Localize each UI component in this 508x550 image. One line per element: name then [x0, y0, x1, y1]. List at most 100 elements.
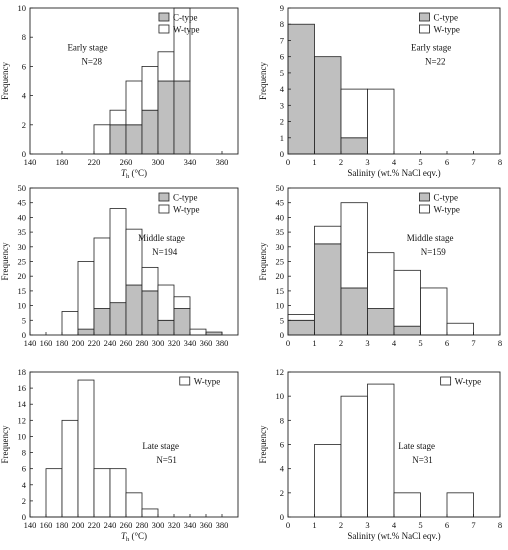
y-tick-label: 2 — [280, 117, 284, 127]
x-tick-label: 2 — [339, 338, 343, 348]
w-type-bar — [446, 322, 474, 336]
x-tick-label: 1 — [312, 338, 316, 348]
w-type-bar — [420, 287, 448, 336]
stage-annotation: Late stage — [398, 441, 435, 451]
count-annotation: N=194 — [152, 247, 178, 257]
c-type-bar — [367, 308, 395, 336]
x-tick-label: 0 — [286, 338, 290, 348]
c-type-bar — [109, 302, 127, 336]
y-tick-label: 0 — [280, 330, 284, 340]
w-type-bar — [45, 468, 63, 518]
x-tick-label: 5 — [418, 520, 422, 530]
x-tick-label: 140 — [24, 338, 37, 348]
w-type-bar — [340, 88, 368, 139]
x-tick-label: 8 — [498, 157, 502, 167]
y-tick-label: 2 — [280, 488, 284, 498]
y-tick-label: 5 — [280, 68, 284, 78]
y-tick-label: 14 — [18, 399, 27, 409]
x-tick-label: 6 — [445, 520, 449, 530]
x-axis-label: Th (°C) — [121, 531, 147, 543]
legend-swatch — [419, 24, 430, 34]
w-type-bar — [125, 492, 143, 518]
w-type-bar — [314, 444, 342, 518]
c-type-bar — [340, 137, 368, 155]
c-type-bar — [287, 319, 315, 336]
x-axis-label: Salinity (wt.% NaCl eqv.) — [347, 531, 440, 541]
count-annotation: N=28 — [81, 56, 102, 66]
c-type-bar — [109, 124, 127, 155]
x-tick-label: 280 — [136, 520, 149, 530]
c-type-bar — [77, 328, 95, 336]
y-tick-label: 45 — [276, 198, 285, 208]
legend-label: W-type — [455, 377, 482, 387]
w-type-bar — [141, 508, 159, 518]
x-tick-label: 340 — [184, 338, 197, 348]
x-tick-label: 280 — [136, 338, 149, 348]
x-tick-label: 4 — [392, 338, 397, 348]
x-tick-label: 340 — [184, 520, 197, 530]
y-tick-label: 6 — [280, 440, 284, 450]
count-annotation: N=22 — [425, 56, 446, 66]
stage-annotation: Late stage — [142, 441, 179, 451]
y-tick-label: 12 — [18, 415, 27, 425]
y-tick-label: 8 — [280, 415, 284, 425]
legend-label: W-type — [433, 205, 460, 215]
y-axis-label: Frequency — [0, 425, 10, 463]
x-tick-label: 220 — [88, 157, 101, 167]
c-type-bar — [314, 56, 342, 155]
w-type-bar — [314, 225, 342, 245]
w-type-bar — [109, 208, 127, 304]
w-type-bar — [367, 88, 395, 155]
y-tick-label: 10 — [18, 301, 27, 311]
y-tick-label: 8 — [22, 32, 26, 42]
w-type-bar — [77, 261, 95, 330]
x-tick-label: 8 — [498, 520, 502, 530]
x-tick-label: 4 — [392, 520, 397, 530]
legend-swatch — [179, 376, 191, 386]
y-tick-label: 2 — [22, 120, 26, 130]
y-tick-label: 5 — [280, 315, 284, 325]
w-type-bar — [109, 468, 127, 518]
legend-swatch — [419, 12, 430, 22]
y-tick-label: 6 — [280, 52, 284, 62]
y-tick-label: 20 — [18, 271, 27, 281]
w-type-bar — [393, 492, 421, 518]
y-tick-label: 12 — [276, 367, 285, 377]
w-type-bar — [446, 492, 474, 518]
x-tick-label: 360 — [200, 338, 213, 348]
legend-label: W-type — [173, 205, 200, 215]
x-axis-label: Salinity (wt.% NaCl eqv.) — [347, 168, 440, 178]
c-type-bar — [141, 290, 159, 336]
x-tick-label: 260 — [120, 157, 133, 167]
x-tick-label: 300 — [152, 157, 165, 167]
legend-label: C-type — [173, 13, 198, 23]
x-tick-label: 2 — [339, 520, 343, 530]
y-tick-label: 15 — [18, 286, 27, 296]
legend-label: C-type — [173, 193, 198, 203]
y-tick-label: 4 — [22, 91, 27, 101]
w-type-bar — [340, 202, 368, 289]
w-type-bar — [157, 51, 175, 82]
c-type-bar — [141, 109, 159, 155]
count-annotation: N=159 — [421, 247, 447, 257]
legend-swatch — [158, 12, 170, 22]
x-tick-label: 200 — [72, 520, 85, 530]
y-axis-label: Frequency — [0, 242, 10, 280]
x-tick-label: 160 — [40, 520, 53, 530]
x-tick-label: 3 — [365, 157, 369, 167]
c-type-bar — [287, 23, 315, 155]
y-tick-label: 10 — [18, 3, 27, 13]
c-type-bar — [157, 80, 175, 155]
histogram-panel-1: 0 2 4 6 8 10 140 180 220 260 300 340 380 Frequency Th … — [0, 3, 239, 180]
plot-frame — [29, 371, 239, 518]
legend-swatch — [419, 192, 430, 202]
legend-label: W-type — [173, 25, 200, 35]
count-annotation: N=31 — [412, 455, 433, 465]
w-type-bar — [287, 314, 315, 321]
x-tick-label: 3 — [365, 338, 369, 348]
y-tick-label: 4 — [22, 480, 27, 490]
c-type-bar — [173, 308, 191, 336]
y-tick-label: 4 — [280, 464, 285, 474]
stage-annotation: Early stage — [411, 42, 451, 52]
